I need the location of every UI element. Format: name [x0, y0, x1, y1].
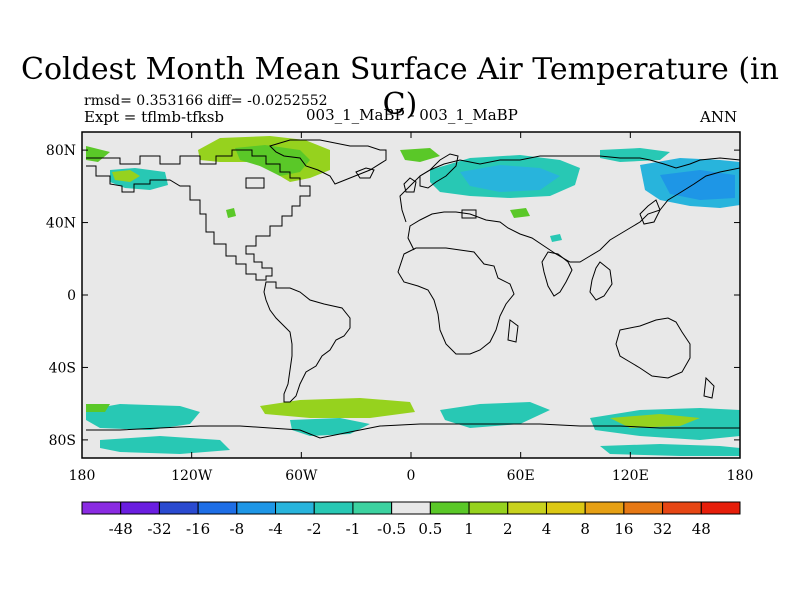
chart-title: Coldest Month Mean Surface Air Temperatu… — [21, 52, 779, 122]
colorbar-label: 48 — [692, 520, 711, 538]
plot-background — [82, 132, 740, 458]
colorbar-label: -0.5 — [377, 520, 406, 538]
patch-greenland-core — [235, 145, 310, 176]
patch-so-pacific — [86, 404, 200, 430]
colorbar-swatch — [352, 501, 393, 515]
coast-south-america — [263, 281, 351, 403]
axis-ticks — [81, 132, 741, 458]
colorbar-label: 32 — [653, 520, 672, 538]
stats-text: rmsd= 0.353166 diff= -0.0252552 — [84, 93, 328, 109]
x-tick-label: 180 — [727, 468, 754, 484]
x-tick-label: 60W — [285, 468, 318, 484]
patch-antarctic-2 — [600, 444, 740, 456]
patch-siberia-core — [660, 170, 735, 200]
axis-tick-labels: 180 120W 60W 0 60E 120E 180 80N 40N 0 40S 80S — [46, 143, 753, 484]
coast-antarctica — [86, 423, 740, 439]
colorbar-swatch — [700, 501, 741, 515]
coast-madagascar — [507, 319, 519, 343]
colorbar-label: -2 — [307, 520, 322, 538]
colorbar-swatch — [468, 501, 509, 515]
coast-africa — [397, 247, 515, 355]
colorbar-label: 1 — [464, 520, 474, 538]
x-tick-label: 180 — [69, 468, 96, 484]
patch-scandinavia — [400, 148, 440, 162]
x-tick-label: 120E — [612, 468, 649, 484]
coast-australia — [615, 317, 691, 379]
colorbar-label: 2 — [503, 520, 513, 538]
colorbar-swatch — [584, 501, 625, 515]
patch-so-indian-1 — [440, 402, 550, 428]
colorbar-swatch — [275, 501, 315, 515]
patch-small-3 — [550, 234, 562, 242]
x-tick-label: 0 — [407, 468, 416, 484]
colorbar-label: 8 — [580, 520, 590, 538]
coast-eurasia — [399, 155, 741, 263]
colorbar-swatch — [313, 501, 354, 515]
colorbar-swatch — [197, 501, 238, 515]
anomaly-patches — [86, 136, 740, 456]
colorbar-labels: -48 -32 -16 -8 -4 -2 -1 -0.5 0.5 1 2 4 8 16 32 48 — [109, 520, 711, 538]
patch-eastasia — [600, 148, 670, 162]
y-tick-label: 80N — [46, 143, 76, 159]
coast-greenland — [269, 139, 387, 185]
colorbar-swatch — [623, 501, 664, 515]
colorbar-swatch — [391, 501, 431, 515]
colorbar-swatch — [81, 501, 122, 515]
coast-southeast-asia — [589, 261, 613, 301]
coast-small-island-2 — [461, 209, 477, 219]
colorbar-label: -32 — [147, 520, 171, 538]
patch-antarctic-1 — [100, 436, 230, 454]
y-tick-label: 0 — [67, 288, 76, 304]
patch-so-indian-green — [610, 414, 700, 428]
patch-so-atlantic — [260, 398, 415, 418]
comparison-text: 003_1_MaBP - 003_1_MaBP — [306, 106, 518, 124]
coastlines — [86, 139, 741, 439]
colorbar-label: -8 — [230, 520, 245, 538]
patch-so-pacific-green — [86, 404, 110, 412]
coast-north-america — [86, 149, 311, 281]
patch-alaska-green — [112, 170, 140, 182]
colorbar-label: -48 — [109, 520, 133, 538]
colorbar-swatch — [120, 501, 160, 515]
colorbar — [81, 501, 741, 515]
colorbar-swatch — [236, 501, 277, 515]
colorbar-swatch — [662, 501, 702, 515]
coast-nz — [703, 376, 715, 399]
colorbar-label: 0.5 — [418, 520, 442, 538]
colorbar-label: -16 — [186, 520, 210, 538]
colorbar-swatch — [158, 501, 199, 515]
coast-iceland — [355, 167, 375, 179]
colorbar-swatch — [429, 501, 470, 515]
y-tick-label: 80S — [49, 433, 76, 449]
colorbar-label: 4 — [542, 520, 552, 538]
colorbar-label: -4 — [268, 520, 283, 538]
coast-small-island-1 — [245, 177, 265, 189]
patch-small-1 — [226, 208, 236, 218]
coast-japan — [639, 199, 661, 225]
patch-small-2 — [510, 208, 530, 218]
patch-eurasia-core — [460, 165, 560, 192]
colorbar-label: -1 — [346, 520, 361, 538]
coast-scandinavia — [419, 153, 459, 189]
x-tick-label: 60E — [507, 468, 535, 484]
colorbar-swatch — [545, 501, 586, 515]
x-tick-label: 120W — [171, 468, 213, 484]
coast-india — [541, 251, 573, 297]
coast-uk — [403, 177, 417, 193]
y-tick-label: 40S — [49, 360, 76, 376]
colorbar-swatch — [507, 501, 547, 515]
experiment-text: Expt = tflmb-tfksb — [84, 108, 225, 126]
y-tick-label: 40N — [46, 216, 76, 232]
season-text: ANN — [700, 108, 738, 126]
colorbar-label: 16 — [614, 520, 633, 538]
